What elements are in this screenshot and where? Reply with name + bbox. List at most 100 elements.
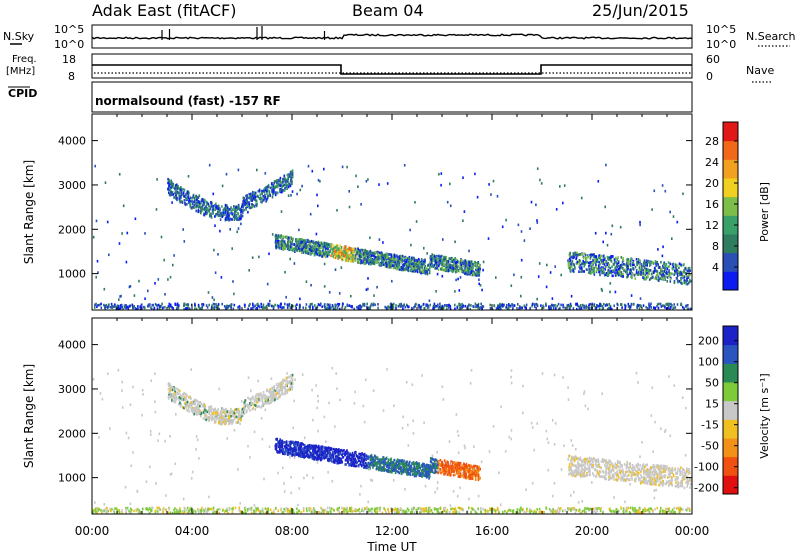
echo-pixel — [395, 304, 397, 307]
echo-pixel — [289, 306, 292, 309]
echo-pixel — [596, 304, 598, 307]
nsky-trace — [91, 33, 693, 40]
echo-pixel — [345, 259, 347, 262]
echo-pixel — [332, 244, 335, 248]
echo-pixel — [280, 234, 282, 237]
echo-pixel — [674, 266, 676, 269]
echo-pixel — [478, 265, 481, 268]
echo-pixel — [484, 508, 486, 512]
echo-pixel — [433, 302, 436, 306]
echo-pixel — [420, 305, 423, 308]
echo-pixel — [305, 250, 307, 254]
echo-pixel — [390, 255, 393, 258]
colorbar-swatch — [723, 252, 738, 272]
echo-pixel — [451, 270, 454, 273]
echo-pixel — [468, 249, 470, 253]
echo-pixel — [227, 208, 230, 212]
echo-pixel — [299, 305, 301, 309]
echo-pixel — [255, 396, 257, 399]
echo-pixel — [535, 511, 537, 514]
echo-pixel — [182, 187, 184, 191]
echo-pixel — [119, 306, 122, 310]
echo-pixel — [633, 511, 635, 515]
echo-pixel — [264, 193, 266, 197]
echo-pixel — [389, 253, 392, 256]
echo-pixel — [616, 271, 618, 275]
echo-pixel — [286, 303, 289, 306]
echo-pixel — [93, 306, 96, 309]
echo-pixel — [197, 303, 200, 307]
echo-pixel — [319, 303, 321, 307]
echo-pixel — [189, 202, 191, 206]
echo-pixel — [374, 255, 377, 259]
echo-pixel — [584, 306, 586, 309]
echo-pixel — [416, 259, 419, 262]
echo-pixel — [189, 205, 192, 208]
echo-pixel — [353, 250, 355, 254]
echo-pixel — [345, 254, 348, 258]
echo-pixel — [643, 262, 646, 265]
echo-pixel — [212, 509, 215, 512]
echo-pixel — [560, 273, 562, 277]
echo-pixel — [358, 258, 361, 261]
echo-pixel — [315, 248, 318, 251]
echo-pixel — [511, 509, 514, 513]
echo-pixel — [234, 208, 236, 211]
echo-pixel — [259, 196, 262, 199]
echo-pixel — [277, 304, 280, 308]
echo-pixel — [302, 506, 305, 510]
echo-pixel — [373, 294, 375, 297]
echo-pixel — [138, 279, 140, 283]
echo-pixel — [404, 261, 406, 264]
echo-pixel — [214, 510, 216, 514]
echo-pixel — [439, 507, 441, 510]
echo-pixel — [395, 258, 397, 262]
echo-pixel — [275, 236, 278, 239]
echo-pixel — [612, 262, 615, 266]
echo-pixel — [457, 506, 460, 510]
echo-pixel — [468, 269, 471, 273]
echo-pixel — [241, 214, 244, 218]
echo-pixel — [273, 180, 276, 183]
echo-pixel — [475, 274, 477, 277]
echo-pixel — [679, 506, 681, 510]
echo-pixel — [417, 507, 419, 510]
echo-pixel — [261, 509, 263, 512]
echo-pixel — [562, 303, 564, 307]
echo-pixel — [570, 256, 572, 259]
echo-pixel — [629, 305, 632, 309]
echo-pixel — [118, 510, 121, 514]
echo-pixel — [174, 507, 176, 510]
echo-pixel — [419, 270, 421, 274]
echo-pixel — [208, 208, 211, 212]
echo-pixel — [240, 208, 243, 212]
echo-pixel — [355, 249, 358, 252]
echo-pixel — [276, 239, 279, 243]
echo-pixel — [349, 248, 352, 252]
echo-pixel — [357, 254, 360, 257]
echo-pixel — [147, 289, 149, 293]
echo-pixel — [254, 304, 256, 308]
echo-pixel — [637, 511, 640, 514]
echo-pixel — [603, 302, 605, 306]
echo-pixel — [642, 304, 645, 307]
echo-pixel — [626, 271, 628, 274]
echo-pixel — [404, 255, 407, 259]
echo-pixel — [318, 248, 320, 251]
echo-pixel — [279, 247, 281, 250]
echo-pixel — [615, 268, 618, 272]
echo-pixel — [572, 262, 575, 266]
echo-pixel — [441, 304, 444, 308]
echo-pixel — [477, 261, 479, 265]
echo-pixel — [355, 174, 357, 178]
echo-pixel — [370, 252, 373, 255]
echo-pixel — [640, 273, 642, 276]
echo-pixel — [237, 203, 240, 207]
echo-pixel — [310, 249, 313, 253]
echo-pixel — [582, 260, 584, 263]
echo-pixel — [334, 303, 336, 307]
echo-pixel — [301, 238, 303, 241]
echo-pixel — [381, 256, 384, 259]
echo-pixel — [627, 302, 630, 306]
echo-pixel — [298, 228, 300, 232]
